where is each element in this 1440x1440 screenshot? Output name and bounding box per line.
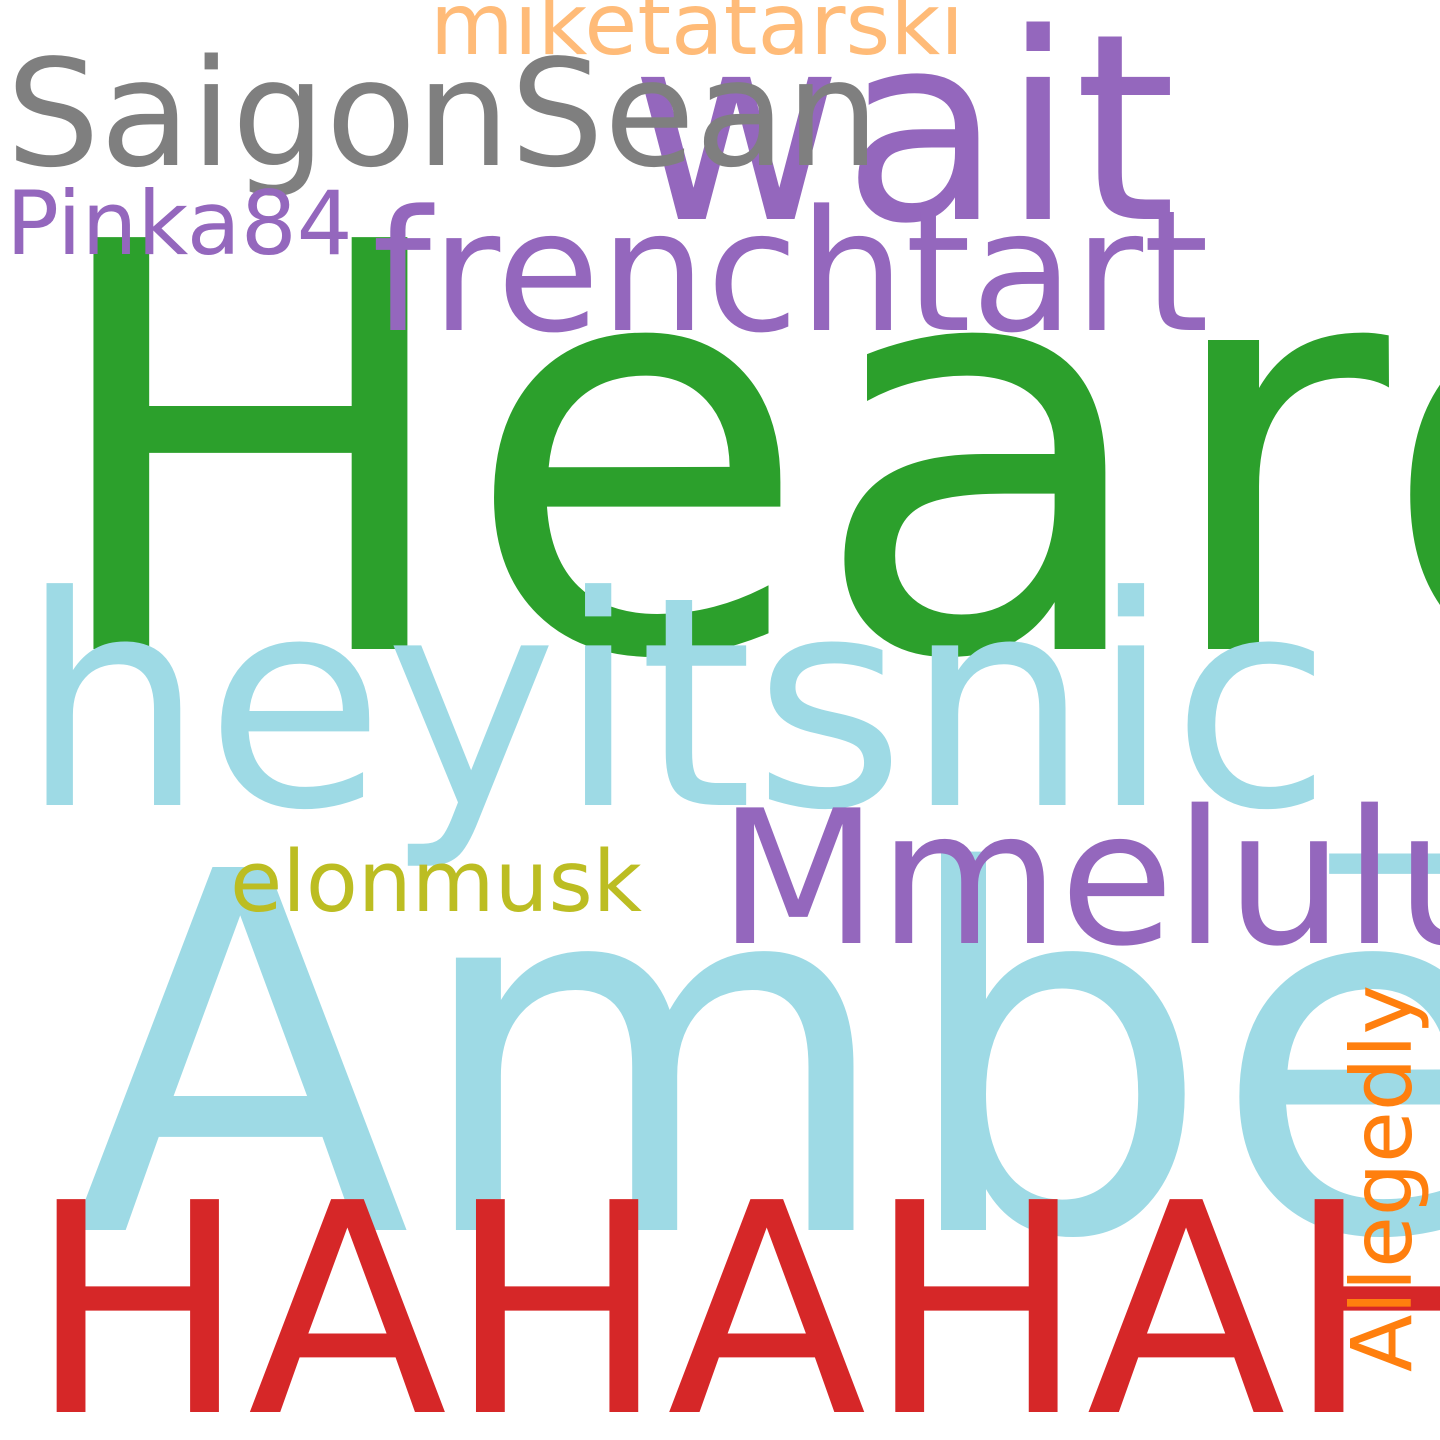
word-allegedly: Allegedly — [1333, 984, 1431, 1372]
word-mmelulu: Mmelulu — [718, 770, 1440, 987]
word-saigonsean: SaigonSean — [6, 28, 880, 200]
word-pinka84: Pinka84 — [6, 172, 353, 275]
word-heard: Heard — [38, 126, 1440, 783]
word-hahahah: HAHAHAHAH — [28, 1141, 1440, 1440]
word-frenchtart: frenchtart — [372, 174, 1209, 370]
word-heyitsnic: heyitsnic_ — [20, 534, 1440, 874]
word-wait: wait — [630, 0, 1177, 281]
word-elonmusk: elonmusk — [230, 833, 642, 932]
word-amber: Amber — [70, 769, 1440, 1348]
word-miketatarski: miketatarski — [430, 0, 965, 75]
